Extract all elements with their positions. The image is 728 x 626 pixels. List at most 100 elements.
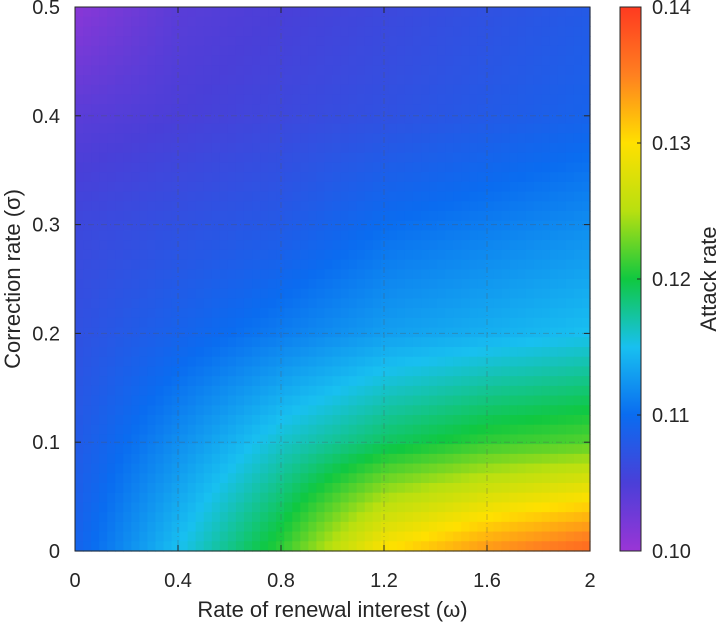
heatmap-cell: [147, 483, 157, 494]
heatmap-cell: [477, 7, 486, 18]
heatmap-cell: [308, 45, 318, 57]
heatmap-cell: [581, 220, 591, 232]
heatmap-cell: [509, 444, 519, 455]
heatmap-cell: [91, 45, 100, 57]
heatmap-cell: [147, 308, 157, 319]
heatmap-cell: [477, 133, 486, 144]
heatmap-cell: [219, 113, 229, 125]
heatmap-cell: [147, 327, 157, 338]
heatmap-cell: [219, 347, 229, 358]
heatmap-cell: [437, 483, 446, 494]
heatmap-cell: [203, 104, 213, 115]
heatmap-cell: [404, 191, 414, 202]
heatmap-cell: [260, 172, 269, 183]
heatmap-cell: [107, 298, 116, 309]
heatmap-cell: [235, 473, 245, 484]
heatmap-cell: [437, 181, 446, 193]
heatmap-cell: [541, 502, 551, 513]
heatmap-cell: [429, 201, 438, 212]
heatmap-cell: [260, 143, 269, 154]
heatmap-cell: [461, 492, 470, 504]
heatmap-cell: [211, 492, 221, 504]
heatmap-cell: [252, 75, 261, 86]
heatmap-cell: [372, 65, 382, 76]
heatmap-cell: [565, 356, 575, 368]
heatmap-cell: [380, 395, 390, 406]
heatmap-cell: [348, 143, 358, 154]
heatmap-cell: [573, 123, 583, 134]
heatmap-cell: [308, 84, 318, 96]
heatmap-cell: [469, 230, 478, 241]
heatmap-cell: [292, 502, 301, 513]
heatmap-cell: [453, 191, 462, 202]
heatmap-cell: [107, 502, 116, 513]
heatmap-cell: [260, 541, 269, 552]
heatmap-cell: [99, 279, 108, 290]
heatmap-cell: [477, 541, 486, 552]
heatmap-cell: [227, 279, 237, 290]
heatmap-cell: [324, 521, 334, 533]
heatmap-cell: [549, 317, 559, 329]
heatmap-cell: [155, 191, 165, 202]
heatmap-cell: [557, 123, 567, 134]
heatmap-cell: [147, 337, 157, 348]
heatmap-cell: [187, 84, 197, 96]
heatmap-cell: [453, 7, 462, 18]
heatmap-cell: [509, 376, 519, 387]
heatmap-cell: [509, 269, 519, 280]
heatmap-cell: [268, 298, 277, 309]
heatmap-cell: [324, 65, 334, 76]
heatmap-cell: [155, 172, 165, 183]
heatmap-cell: [276, 191, 285, 202]
heatmap-cell: [453, 395, 462, 406]
heatmap-cell: [268, 123, 277, 134]
heatmap-cell: [445, 36, 454, 47]
heatmap-cell: [364, 36, 374, 47]
heatmap-cell: [83, 45, 92, 57]
heatmap-cell: [485, 123, 495, 134]
heatmap-cell: [171, 308, 181, 319]
heatmap-cell: [429, 356, 438, 368]
heatmap-cell: [187, 347, 197, 358]
heatmap-cell: [243, 385, 253, 397]
heatmap-cell: [268, 104, 277, 115]
heatmap-cell: [292, 143, 301, 154]
heatmap-cell: [396, 288, 406, 300]
heatmap-cell: [147, 211, 157, 222]
heatmap-cell: [380, 366, 390, 377]
heatmap-cell: [195, 259, 205, 270]
heatmap-cell: [276, 211, 285, 222]
heatmap-cell: [437, 463, 446, 474]
heatmap-cell: [485, 327, 495, 338]
heatmap-cell: [541, 45, 551, 57]
heatmap-cell: [388, 376, 398, 387]
heatmap-cell: [565, 483, 575, 494]
heatmap-cell: [252, 259, 261, 270]
heatmap-cell: [493, 172, 503, 183]
heatmap-cell: [412, 483, 422, 494]
heatmap-cell: [477, 211, 486, 222]
heatmap-cell: [147, 220, 157, 232]
heatmap-cell: [308, 317, 318, 329]
heatmap-cell: [252, 521, 261, 533]
heatmap-cell: [243, 36, 253, 47]
heatmap-cell: [292, 240, 301, 251]
heatmap-cell: [501, 113, 511, 125]
heatmap-cell: [235, 240, 245, 251]
heatmap-cell: [171, 531, 181, 542]
heatmap-cell: [525, 298, 535, 309]
heatmap-cell: [469, 463, 478, 474]
heatmap-cell: [549, 113, 559, 125]
heatmap-cell: [308, 521, 318, 533]
heatmap-cell: [581, 541, 591, 552]
y-axis-ticks: 00.10.20.30.40.5: [32, 0, 590, 563]
heatmap-cell: [147, 288, 157, 300]
heatmap-cell: [453, 541, 462, 552]
heatmap-cell: [211, 211, 221, 222]
heatmap-cell: [227, 191, 237, 202]
heatmap-cell: [501, 181, 511, 193]
heatmap-cell: [469, 347, 478, 358]
heatmap-cell: [380, 521, 390, 533]
y-tick-label: 0.2: [32, 323, 60, 345]
heatmap-cell: [75, 259, 84, 270]
